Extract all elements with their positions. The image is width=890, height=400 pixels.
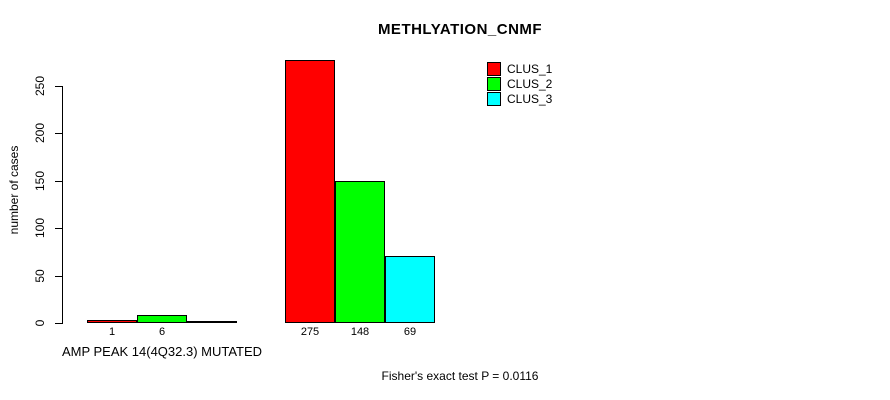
bar-clus_2 — [335, 181, 385, 323]
y-axis-tick-label: 50 — [33, 269, 47, 283]
y-axis-tick — [55, 86, 62, 87]
bar-value-label: 148 — [350, 326, 370, 338]
bar-clus_2 — [137, 315, 187, 323]
y-axis-tick — [55, 181, 62, 182]
y-axis-tick — [55, 323, 62, 324]
legend-row: CLUS_1 — [487, 61, 552, 76]
stat-annotation: Fisher's exact test P = 0.0116 — [381, 369, 539, 383]
y-axis-tick-label: 250 — [33, 75, 47, 97]
bar-clus_3 — [187, 321, 237, 323]
legend-swatch-icon — [487, 76, 501, 91]
bar-value-label: 1 — [108, 326, 116, 338]
bar-value-label: 275 — [300, 326, 320, 338]
y-axis-tick-label: 0 — [33, 319, 47, 327]
y-axis-tick-label: 100 — [33, 217, 47, 239]
chart-title: METHLYATION_CNMF — [377, 21, 543, 38]
legend: CLUS_1 CLUS_2 CLUS_3 — [487, 61, 552, 106]
legend-swatch-icon — [487, 61, 501, 76]
y-axis-tick-label: 200 — [33, 122, 47, 144]
legend-swatch-icon — [487, 91, 501, 106]
legend-label: CLUS_3 — [507, 91, 553, 106]
bar-clus_1 — [87, 320, 137, 323]
legend-row: CLUS_2 — [487, 76, 552, 91]
y-axis-title: number of cases — [7, 145, 21, 235]
y-axis-tick — [55, 276, 62, 277]
bar-value-label: 6 — [158, 326, 166, 338]
bar-value-label: 69 — [403, 326, 417, 338]
y-axis-tick-label: 150 — [33, 170, 47, 192]
y-axis-tick — [55, 228, 62, 229]
bar-clus_3 — [385, 256, 435, 323]
legend-row: CLUS_3 — [487, 91, 552, 106]
legend-label: CLUS_1 — [507, 61, 553, 76]
legend-label: CLUS_2 — [507, 76, 553, 91]
y-axis-line — [62, 86, 63, 324]
y-axis-tick — [55, 133, 62, 134]
bar-clus_1 — [285, 60, 335, 323]
x-axis-group-label: AMP PEAK 14(4Q32.3) MUTATED — [61, 344, 263, 359]
